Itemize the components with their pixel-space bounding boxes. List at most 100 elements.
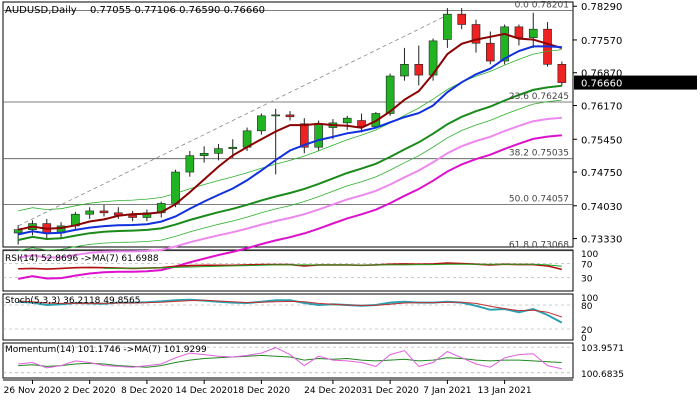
price-tick-label: 0.74750 (581, 168, 622, 179)
indicator-tick-label: 0 (581, 334, 587, 344)
candle (199, 146, 209, 163)
candle (99, 204, 109, 217)
candle (128, 210, 137, 222)
candle (271, 108, 280, 175)
candle (528, 12, 538, 48)
price-tick-label: 0.76870 (581, 69, 622, 80)
rsi-panel (2, 249, 574, 292)
main-chart-title: AUDUSD,Daily (5, 5, 77, 16)
candle-body (185, 155, 195, 173)
candle-body (199, 153, 209, 156)
last-price-box (574, 75, 697, 90)
fib-level-label: 0.0 0.78201 (515, 0, 569, 10)
candle (471, 19, 481, 53)
rsi-ma-line (104, 263, 562, 269)
candle (185, 150, 195, 177)
candle (214, 143, 223, 161)
candle-body (443, 13, 452, 40)
last-price-label: 0.76660 (581, 79, 622, 90)
candle-body (128, 214, 137, 218)
candle-body (414, 64, 424, 76)
candle-body (486, 42, 495, 62)
candle (314, 120, 323, 151)
candle-body (228, 146, 238, 149)
indicator-tick-label: 80 (581, 302, 593, 312)
price-tick-label: 0.75450 (581, 135, 622, 146)
candle-body (99, 210, 109, 214)
indicator-tick-label: 103.9571 (581, 344, 624, 354)
candle (300, 118, 309, 154)
candle (414, 45, 424, 86)
candle (443, 8, 452, 48)
candle-body (342, 117, 352, 124)
candle-body (314, 123, 323, 148)
candle-body (171, 171, 180, 204)
momentum-line (18, 347, 562, 370)
candle-body (13, 229, 23, 234)
upper-band-line (18, 49, 562, 212)
time-tick-label: 8 Dec 2020 (121, 386, 173, 396)
candle (342, 115, 352, 130)
candle (285, 111, 295, 121)
time-tick-label: 14 Dec 2020 (175, 386, 233, 396)
time-tick-label: 26 Nov 2020 (4, 386, 62, 396)
time-tick-label: 24 Dec 2020 (304, 386, 362, 396)
indicator-tick-label: 20 (581, 326, 593, 336)
candle-body (514, 26, 524, 38)
candle-body (285, 114, 295, 118)
fib-level-label: 23.6 0.76245 (509, 92, 569, 102)
trend-channel-line (18, 14, 448, 227)
candle (557, 61, 567, 86)
candle-body (457, 13, 466, 25)
indicator-tick-label: 100 (581, 294, 598, 304)
time-tick-label: 7 Jan 2021 (423, 386, 471, 396)
ma-magenta-line (18, 134, 562, 280)
price-tick-label: 0.74030 (581, 202, 622, 213)
candle-body (500, 26, 509, 62)
ma-blue-line (17, 45, 562, 236)
candle (400, 47, 409, 81)
candle-body (385, 75, 395, 114)
rsi-title: RSI(14) 52.8696 ->MA(7) 61.6988 (5, 254, 159, 264)
ohlc-readout: 0.77055 0.77106 0.76590 0.76660 (90, 5, 265, 16)
stoch-title: Stoch(5,3,3) 36.2118 49.8565 (5, 296, 140, 306)
candle-body (300, 123, 309, 148)
price-tick-label: 0.76170 (581, 102, 622, 113)
momentum-ma-line (18, 354, 562, 368)
candle-body (214, 148, 223, 154)
candle-body (400, 64, 409, 77)
candle (457, 8, 466, 30)
lower-band-line (18, 99, 562, 252)
ma-green-line (17, 84, 562, 241)
indicator-tick-label: 70 (581, 261, 593, 271)
candle (13, 224, 23, 245)
price-tick-label: 0.73330 (581, 235, 622, 246)
ma-red-line (17, 32, 563, 231)
price-tick-label: 0.78290 (581, 2, 622, 13)
candle (385, 73, 395, 116)
candle-body (557, 64, 567, 83)
momentum-title: Momentum(14) 101.1746 ->MA(7) 101.9299 (5, 345, 207, 355)
main-panel (2, 1, 574, 248)
fib-level-label: 50.0 0.74057 (509, 195, 569, 205)
candle-body (528, 28, 538, 38)
candle-body (471, 24, 481, 44)
fib-level-label: 38.2 0.75035 (509, 149, 569, 159)
candle-body (257, 115, 266, 132)
candle-body (85, 210, 94, 215)
indicator-tick-label: 100.6835 (581, 370, 624, 380)
fib-level-label: 61.8 0.73068 (509, 241, 569, 251)
price-tick-label: 0.77570 (581, 36, 622, 47)
stoch-d-line (18, 299, 562, 318)
time-tick-label: 13 Jan 2021 (478, 386, 532, 396)
candle (257, 113, 266, 135)
time-tick-label: 31 Dec 2020 (361, 386, 419, 396)
candle-body (271, 114, 280, 117)
time-tick-label: 2 Dec 2020 (64, 386, 116, 396)
indicator-tick-label: 100 (581, 250, 598, 260)
candle (85, 207, 94, 219)
indicator-tick-label: 30 (581, 275, 593, 285)
time-tick-label: 18 Dec 2020 (233, 386, 291, 396)
